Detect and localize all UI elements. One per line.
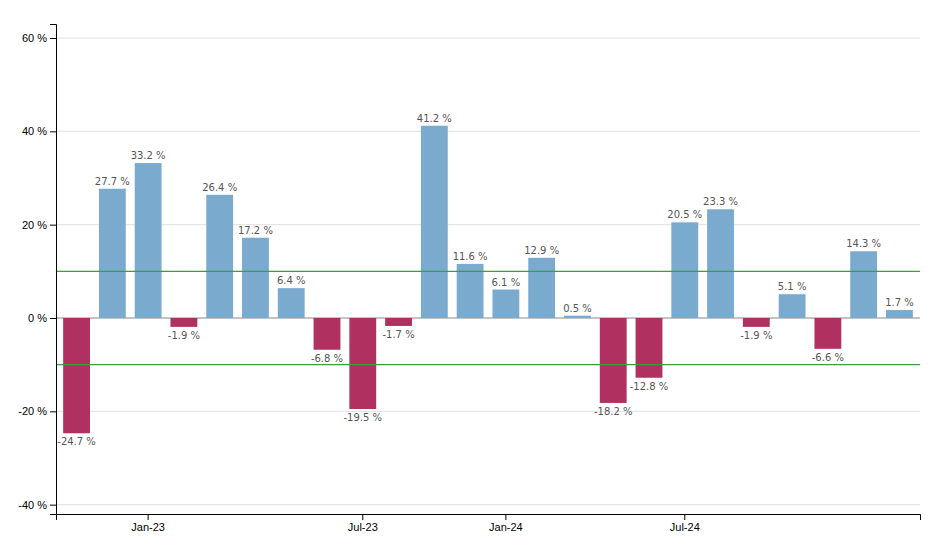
data-label: -24.7 % xyxy=(57,436,96,447)
bar xyxy=(206,195,233,318)
bar xyxy=(528,258,555,318)
data-label: -1.7 % xyxy=(382,329,414,340)
data-label: 11.6 % xyxy=(453,251,488,262)
bar xyxy=(671,222,698,318)
tick-mark xyxy=(50,38,56,39)
tick: Jul-24 xyxy=(670,514,700,533)
reference-line xyxy=(56,271,920,272)
grid-line xyxy=(56,224,920,225)
data-label: -1.9 % xyxy=(740,330,772,341)
axis-line xyxy=(50,25,57,515)
tick-mark xyxy=(50,131,56,132)
tick: 0 % xyxy=(28,312,56,324)
y-axis: -40 % -20 % 0 % 20 % 40 % 60 % xyxy=(18,25,56,515)
data-label: -1.9 % xyxy=(168,330,200,341)
tick-label: 60 % xyxy=(22,32,47,44)
bars xyxy=(56,126,920,434)
bar xyxy=(564,316,591,318)
tick: -20 % xyxy=(18,405,56,417)
tick: Jul-23 xyxy=(348,514,378,533)
bar xyxy=(814,318,841,349)
tick-label: Jan-23 xyxy=(131,521,165,533)
data-label: -19.5 % xyxy=(344,412,383,423)
data-label: -6.8 % xyxy=(311,353,343,364)
bar xyxy=(349,318,376,409)
tick: Jan-24 xyxy=(489,514,523,533)
bar xyxy=(636,318,663,378)
tick: Jan-23 xyxy=(131,514,165,533)
tick-mark xyxy=(684,514,685,520)
bar xyxy=(385,318,412,326)
grid xyxy=(56,38,920,505)
data-label: 33.2 % xyxy=(131,150,166,161)
tick-label: Jan-24 xyxy=(489,521,523,533)
grid-line xyxy=(56,38,920,39)
data-label: -18.2 % xyxy=(594,406,633,417)
bar xyxy=(492,290,519,318)
tick-mark xyxy=(50,318,56,319)
tick-label: 20 % xyxy=(22,219,47,231)
bar xyxy=(743,318,770,327)
tick-label: 0 % xyxy=(28,312,47,324)
tick-mark xyxy=(50,411,56,412)
data-label: 41.2 % xyxy=(417,113,452,124)
axis-line xyxy=(57,515,921,521)
data-labels: -24.7 % 27.7 % 33.2 % -1.9 % 26.4 % 17.2 % 6.4… xyxy=(57,113,913,448)
tick-label: Jul-24 xyxy=(670,521,700,533)
tick-mark xyxy=(50,505,56,506)
tick-label: 40 % xyxy=(22,125,47,137)
tick-mark xyxy=(148,514,149,520)
bar xyxy=(63,318,90,433)
tick: -40 % xyxy=(18,499,56,511)
bar xyxy=(707,209,734,318)
data-label: 26.4 % xyxy=(202,182,237,193)
bar xyxy=(278,288,305,318)
data-label: 6.1 % xyxy=(492,277,521,288)
data-label: 12.9 % xyxy=(524,245,559,256)
reference-line xyxy=(56,364,920,365)
data-label: 20.5 % xyxy=(667,209,702,220)
bar xyxy=(850,251,877,318)
tick: 40 % xyxy=(22,125,56,137)
tick-mark xyxy=(362,514,363,520)
tick-label: Jul-23 xyxy=(348,521,378,533)
bar xyxy=(135,163,162,318)
bar xyxy=(886,310,913,318)
chart: -24.7 % 27.7 % 33.2 % -1.9 % 26.4 % 17.2 % 6.4… xyxy=(0,0,940,550)
data-label: 6.4 % xyxy=(277,275,306,286)
data-label: -6.6 % xyxy=(812,352,844,363)
bar xyxy=(242,238,269,318)
data-label: 23.3 % xyxy=(703,196,738,207)
bar xyxy=(600,318,627,403)
grid-line xyxy=(56,131,920,132)
data-label: 14.3 % xyxy=(846,238,881,249)
bar xyxy=(421,126,448,318)
tick-mark xyxy=(505,514,506,520)
data-label: -12.8 % xyxy=(630,381,669,392)
data-label: 1.7 % xyxy=(885,297,914,308)
data-label: 0.5 % xyxy=(563,303,592,314)
bar xyxy=(314,318,341,350)
plot: -24.7 % 27.7 % 33.2 % -1.9 % 26.4 % 17.2 % 6.4… xyxy=(18,25,920,533)
x-axis: Jan-23 Jul-23 Jan-24 Jul-24 xyxy=(57,514,921,533)
data-label: 17.2 % xyxy=(238,225,273,236)
tick: 60 % xyxy=(22,32,56,44)
tick-mark xyxy=(50,225,56,226)
grid-line xyxy=(56,504,920,505)
tick-label: -40 % xyxy=(18,499,47,511)
bar xyxy=(779,294,806,318)
grid-line xyxy=(56,411,920,412)
bar xyxy=(99,189,126,318)
tick-label: -20 % xyxy=(18,405,47,417)
tick: 20 % xyxy=(22,219,56,231)
data-label: 5.1 % xyxy=(778,281,807,292)
bar xyxy=(170,318,197,327)
bar xyxy=(457,264,484,318)
data-label: 27.7 % xyxy=(95,176,130,187)
